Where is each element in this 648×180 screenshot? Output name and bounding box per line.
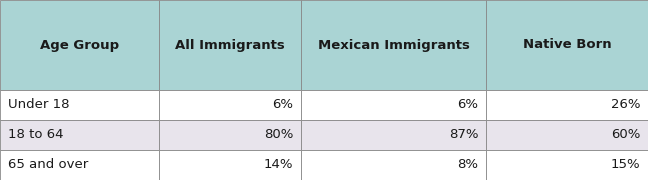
Bar — [0, 0, 159, 90]
Bar — [486, 90, 648, 120]
Bar — [301, 0, 486, 90]
Text: Age Group: Age Group — [40, 39, 119, 51]
Text: 87%: 87% — [448, 129, 478, 141]
Text: 15%: 15% — [610, 159, 640, 172]
Text: 8%: 8% — [457, 159, 478, 172]
Text: Under 18: Under 18 — [8, 98, 69, 111]
Bar — [486, 150, 648, 180]
Bar — [159, 0, 301, 90]
Text: 18 to 64: 18 to 64 — [8, 129, 64, 141]
Text: Native Born: Native Born — [523, 39, 611, 51]
Text: 26%: 26% — [610, 98, 640, 111]
Text: 65 and over: 65 and over — [8, 159, 88, 172]
Bar — [301, 120, 486, 150]
Bar — [159, 120, 301, 150]
Bar — [0, 150, 159, 180]
Bar — [0, 90, 159, 120]
Bar — [0, 120, 159, 150]
Bar — [486, 0, 648, 90]
Bar — [159, 150, 301, 180]
Bar — [301, 90, 486, 120]
Bar — [159, 90, 301, 120]
Text: 80%: 80% — [264, 129, 294, 141]
Text: All Immigrants: All Immigrants — [175, 39, 285, 51]
Text: 6%: 6% — [457, 98, 478, 111]
Text: Mexican Immigrants: Mexican Immigrants — [318, 39, 470, 51]
Bar — [301, 150, 486, 180]
Text: 14%: 14% — [264, 159, 294, 172]
Text: 60%: 60% — [611, 129, 640, 141]
Text: 6%: 6% — [273, 98, 294, 111]
Bar — [486, 120, 648, 150]
